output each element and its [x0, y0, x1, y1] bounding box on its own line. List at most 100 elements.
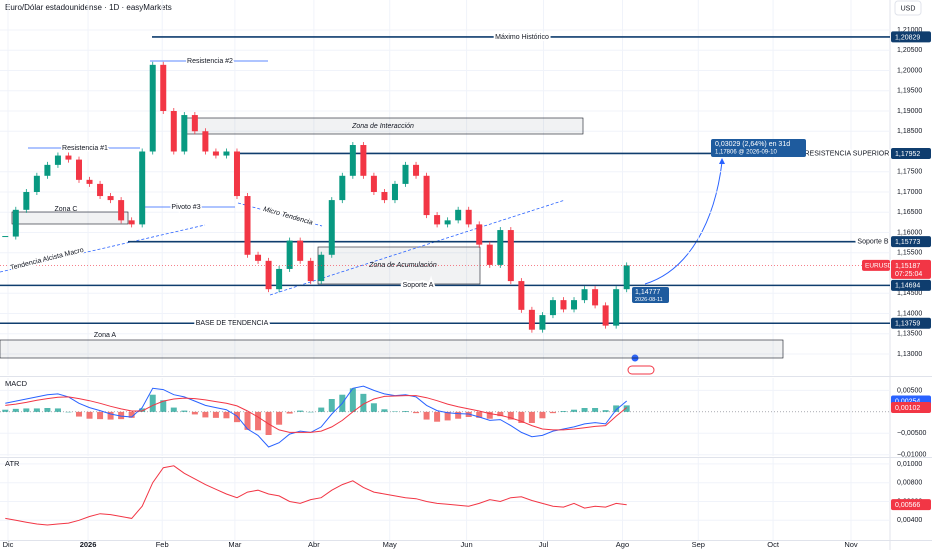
histogram-bar — [297, 410, 304, 412]
x-tick-label: Jun — [461, 540, 473, 549]
histogram-bar — [212, 411, 219, 418]
price-tag — [891, 31, 931, 43]
projection-arrowhead — [719, 158, 725, 164]
y-tick-label: 1,20000 — [897, 67, 922, 74]
histogram-bar — [233, 411, 240, 423]
histogram-bar — [160, 400, 167, 412]
histogram-bar — [455, 411, 462, 419]
histogram-bar — [507, 411, 514, 420]
value-tag-label: 0,00566 — [895, 502, 920, 509]
x-tick-label: Mar — [228, 540, 241, 549]
indicator-line — [5, 465, 627, 526]
histogram-bar — [107, 411, 114, 420]
zone-label: Zona de Acumulación — [368, 262, 437, 269]
histogram-bar — [244, 411, 251, 430]
projection-start-box — [632, 287, 669, 303]
price-tag — [891, 259, 931, 279]
price-tag-label: 1,20829 — [895, 34, 920, 41]
x-tick-label: Feb — [156, 540, 169, 549]
histogram-bar — [476, 411, 483, 418]
zone-label: Zona A — [94, 332, 117, 339]
level-name: RESISTENCIA SUPERIOR A — [804, 150, 895, 157]
projection-arrow — [644, 161, 723, 285]
histogram-bar — [423, 411, 430, 420]
y-tick-label: 0,00800 — [897, 480, 922, 487]
histogram-bar — [276, 411, 283, 425]
level-name: Soporte A — [403, 282, 434, 289]
histogram-bar — [307, 411, 314, 413]
plot-layer — [0, 36, 890, 526]
y-tick-label: 1,20500 — [897, 47, 922, 54]
y-tick-label: 1,16500 — [897, 209, 922, 216]
y-tick-label: 1,17500 — [897, 169, 922, 176]
histogram-bar — [497, 411, 504, 417]
x-tick-label: Ago — [616, 540, 629, 549]
projection-start-price: 1,14777 — [635, 289, 660, 296]
histogram-bar — [33, 408, 40, 412]
currency-label[interactable]: USD — [901, 5, 916, 12]
y-tick-label: 1,14500 — [897, 290, 922, 297]
price-tag-label: 1,15187 — [895, 263, 920, 270]
price-tag — [891, 147, 931, 159]
histogram-bar — [528, 411, 535, 423]
zone-box — [0, 339, 784, 359]
histogram-bar — [434, 411, 441, 422]
x-tick-label: May — [383, 540, 397, 549]
histogram-bar — [402, 411, 409, 412]
histogram-bar — [581, 408, 588, 412]
currency-button[interactable] — [894, 0, 922, 16]
countdown-label: 07:25:04 — [895, 271, 922, 278]
y-tick-label: 1,19000 — [897, 108, 922, 115]
x-tick-label: Oct — [767, 540, 780, 549]
price-tag — [891, 317, 931, 329]
histogram-bar — [571, 409, 578, 412]
histogram-bar — [223, 411, 230, 419]
price-tag-label: 1,15773 — [895, 239, 920, 246]
pane-title: MACD — [5, 379, 28, 388]
histogram-bar — [623, 405, 630, 412]
histogram-bar — [12, 408, 19, 412]
grid-layer — [0, 0, 890, 540]
annotation-label: Resistencia #2 — [187, 58, 233, 65]
y-tick-label: 0,01000 — [897, 461, 922, 468]
y-tick-label: 1,13500 — [897, 331, 922, 338]
histogram-bar — [328, 399, 335, 412]
x-tick-label: Jul — [539, 540, 549, 549]
x-tick-label: Nov — [844, 540, 858, 549]
zone-box — [11, 211, 129, 225]
projection-start-date: 2026-08-11 — [635, 297, 663, 303]
histogram-bar — [118, 411, 125, 420]
histogram-bar — [486, 411, 493, 419]
histogram-bar — [592, 408, 599, 412]
indicator-line — [5, 385, 628, 448]
histogram-bar — [549, 411, 556, 414]
histogram-bar — [613, 405, 620, 412]
y-tick-label: 1,14000 — [897, 310, 922, 317]
y-tick-label: −0,01000 — [897, 452, 926, 459]
y-tick-label: 1,18500 — [897, 128, 922, 135]
histogram-bar — [391, 411, 398, 412]
histogram-bar — [149, 394, 156, 412]
histogram-bar — [202, 411, 209, 418]
histogram-bar — [44, 408, 51, 412]
y-tick-label: 1,19500 — [897, 88, 922, 95]
level-name: Soporte B — [857, 239, 888, 246]
histogram-bar — [255, 411, 262, 431]
x-tick-label: Abr — [308, 540, 320, 549]
event-icon[interactable] — [627, 365, 655, 375]
histogram-bar — [181, 410, 188, 412]
histogram-bar — [170, 407, 177, 412]
value-tag — [891, 401, 931, 413]
indicator-line — [5, 395, 628, 433]
pane-title: ATR — [5, 459, 20, 468]
value-tag-label: 0,00102 — [895, 405, 920, 412]
histogram-bar — [444, 411, 451, 421]
histogram-bar — [518, 411, 525, 423]
y-tick-label: 1,15500 — [897, 250, 922, 257]
histogram-bar — [413, 411, 420, 414]
projection-target: 1,17806 @ 2026-09-10 — [715, 150, 777, 156]
projection-box — [711, 139, 806, 157]
x-tick-label: 2026 — [80, 540, 97, 549]
price-tag — [891, 236, 931, 248]
annotation-line — [237, 202, 323, 227]
